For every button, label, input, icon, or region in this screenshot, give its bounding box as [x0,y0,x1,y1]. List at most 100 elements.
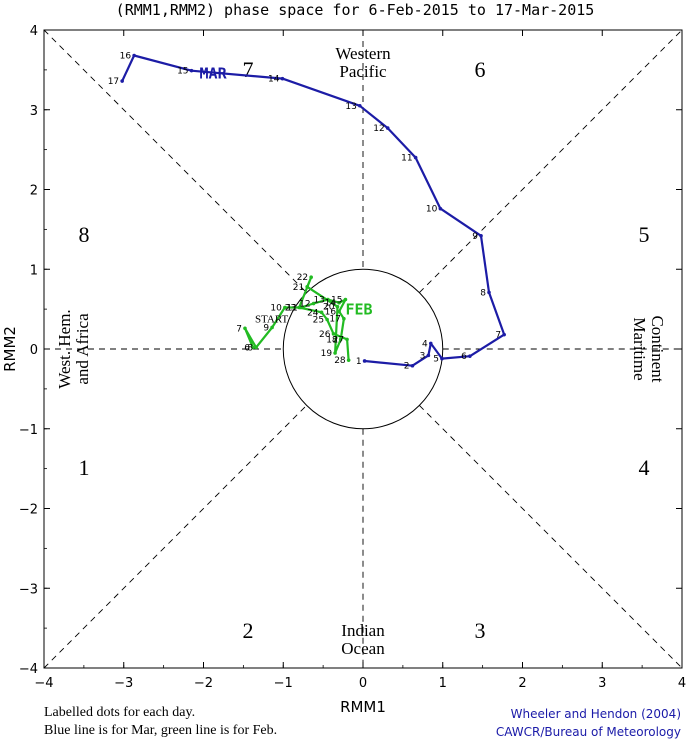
region-south-line2: Ocean [341,639,385,658]
phase-number-7: 7 [243,57,254,82]
y-tick-label: 0 [30,343,38,358]
day-point-feb [333,351,337,355]
day-label-feb: 18 [326,335,338,345]
day-point-feb [346,358,351,362]
x-tick-label: 1 [439,676,447,691]
day-point-mar [280,76,285,81]
day-label-mar: 5 [433,355,439,365]
x-tick-label: −3 [114,676,133,691]
y-tick-label: 4 [30,24,38,39]
day-point-feb [309,275,313,280]
y-tick-label: −2 [19,503,38,518]
day-point-feb [270,325,274,330]
footnote-line2: Blue line is for Mar, green line is for … [44,723,278,738]
x-tick-label: 2 [518,676,526,691]
region-west-line1: West. Hem. [55,309,74,388]
x-axis-label: RMM1 [340,698,386,716]
guide-diagonal-upper-left [43,29,307,293]
y-tick-label: 3 [30,104,38,119]
day-point-mar [358,103,362,108]
day-label-mar: 6 [461,352,467,362]
x-tick-label: 0 [359,676,367,691]
day-label-mar: 2 [404,362,410,372]
day-point-feb [319,310,324,315]
day-label-mar: 8 [480,288,486,298]
day-label-mar: 15 [177,67,188,77]
day-label-mar: 11 [401,154,412,164]
x-tick-label: 3 [598,676,606,691]
day-label-feb: 9 [263,323,269,333]
day-point-mar [120,79,124,83]
phase-number-8: 8 [79,222,90,247]
day-point-feb [254,345,258,350]
x-tick-label: 4 [678,676,686,691]
day-point-mar [413,155,418,160]
day-label-feb: 15 [331,296,342,306]
region-south-line1: Indian [341,621,385,640]
phase-number-5: 5 [639,222,650,247]
day-point-mar [362,359,367,363]
day-label-mar: 14 [268,75,280,85]
day-point-feb [325,317,329,322]
day-label-mar: 10 [426,205,438,215]
day-point-feb [305,284,309,289]
day-point-feb [337,300,341,305]
day-point-feb [345,337,349,342]
credit-line1: Wheeler and Hendon (2004) [510,707,681,721]
region-east-line1: Maritime [630,317,649,380]
day-point-feb [342,316,346,321]
guide-diagonal-upper-right [419,29,683,293]
day-label-feb: 23 [285,304,296,314]
region-north-line1: Western [335,44,391,63]
day-point-mar [440,356,444,361]
day-point-mar [132,53,136,58]
day-point-feb [311,301,316,306]
day-point-mar [468,354,472,358]
day-label-feb: 10 [270,304,282,314]
x-tick-label: −4 [34,676,53,691]
day-point-feb [251,345,255,350]
x-tick-label: −2 [194,676,213,691]
day-point-feb [243,326,247,331]
day-point-feb [335,304,340,309]
y-tick-label: −1 [19,423,38,438]
footnote-line1: Labelled dots for each day. [44,705,196,720]
day-label-feb: 14 [325,299,337,309]
y-tick-label: 1 [30,263,38,278]
day-label-feb: 27 [333,335,344,345]
phase-number-6: 6 [475,57,486,82]
day-point-feb [343,297,348,302]
y-tick-label: −4 [19,662,38,677]
region-north-line2: Pacific [339,62,387,81]
day-label-mar: 3 [420,351,426,361]
y-tick-label: 2 [30,184,38,199]
day-point-feb [283,305,287,310]
day-label-feb: 8 [247,343,253,353]
y-axis-label: RMM2 [1,326,19,372]
day-label-mar: 13 [345,102,356,112]
day-label-feb: 6 [244,343,250,353]
region-west-line2: and Africa [73,313,92,385]
phase-number-1: 1 [79,455,90,480]
day-label-feb: 11 [286,304,297,314]
day-point-feb [331,332,336,336]
credit-line2: CAWCR/Bureau of Meteorology [495,725,681,739]
day-label-mar: 7 [495,331,501,341]
day-label-mar: 4 [422,339,428,349]
phase-number-4: 4 [639,455,650,480]
day-point-feb [297,305,302,310]
day-label-feb: 25 [313,315,324,325]
day-label-mar: 12 [373,124,384,134]
phase-number-3: 3 [475,618,486,643]
day-label-feb: 19 [321,349,333,359]
day-label-feb: 7 [236,324,242,334]
day-label-feb: 24 [307,308,319,318]
day-label-feb: 28 [334,356,346,366]
day-label-feb: 22 [297,273,308,283]
day-label-feb: 13 [313,296,324,306]
day-label-feb: 17 [329,315,340,325]
day-label-mar: 17 [108,77,119,87]
amplitude-circle [282,268,444,430]
